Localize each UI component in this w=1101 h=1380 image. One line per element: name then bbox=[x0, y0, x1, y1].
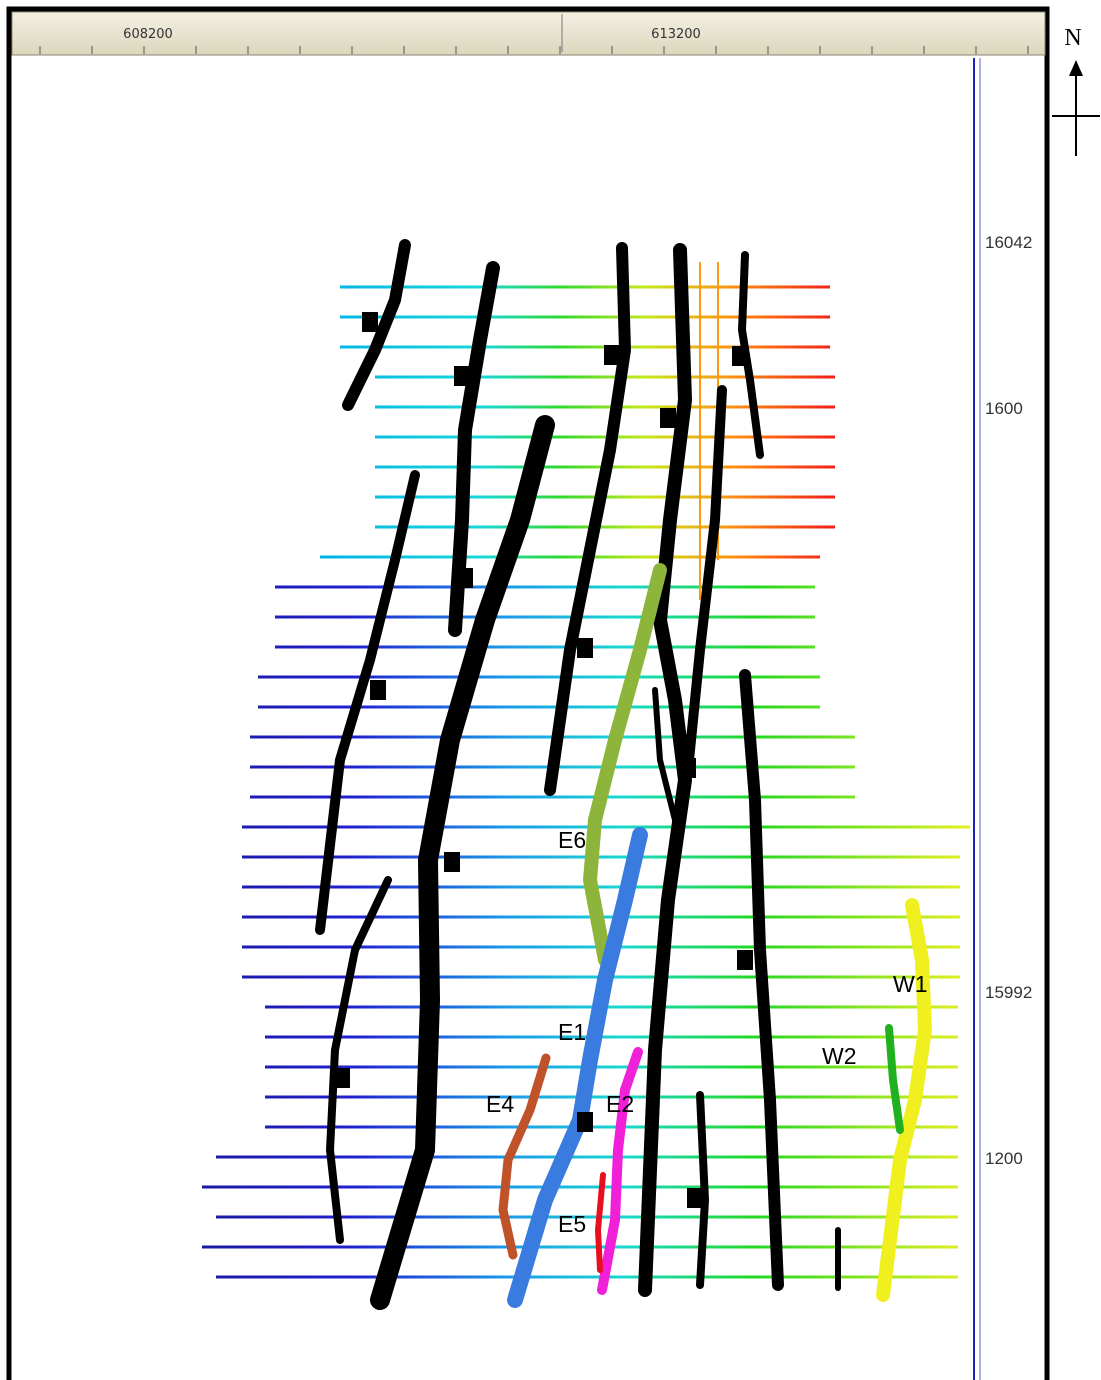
fault-tick bbox=[660, 408, 676, 428]
fault-label: E2 bbox=[606, 1091, 634, 1117]
fault bbox=[597, 1047, 643, 1295]
fault-tick bbox=[454, 366, 470, 386]
fault-label: E1 bbox=[558, 1019, 586, 1045]
fault bbox=[326, 876, 392, 1244]
scale-label: 1600 bbox=[985, 399, 1023, 418]
north-arrowhead bbox=[1069, 60, 1083, 76]
scale-label: 15992 bbox=[985, 983, 1032, 1002]
fault-tick bbox=[370, 680, 386, 700]
fault bbox=[342, 239, 411, 411]
fault-tick bbox=[577, 638, 593, 658]
fault-label: E4 bbox=[486, 1091, 514, 1117]
fault bbox=[595, 1172, 606, 1273]
fault-label: W2 bbox=[822, 1043, 857, 1069]
fault bbox=[876, 898, 932, 1302]
scale-label: 1200 bbox=[985, 1149, 1023, 1168]
fault-tick bbox=[457, 568, 473, 588]
fault-label: E6 bbox=[558, 827, 586, 853]
fault bbox=[583, 563, 667, 967]
fault-tick bbox=[577, 1112, 593, 1132]
fault bbox=[696, 1091, 709, 1289]
fault bbox=[507, 827, 648, 1308]
fault-label: E5 bbox=[558, 1211, 586, 1237]
fault bbox=[315, 470, 420, 935]
faults bbox=[315, 239, 932, 1310]
fault bbox=[739, 669, 784, 1291]
north-label: N bbox=[1064, 25, 1081, 51]
fault-tick bbox=[362, 312, 378, 332]
fault bbox=[652, 687, 678, 823]
fault bbox=[683, 385, 727, 775]
fault-tick bbox=[444, 852, 460, 872]
fault-label: W1 bbox=[893, 971, 928, 997]
fault-tick bbox=[687, 1188, 703, 1208]
frame bbox=[6, 6, 1050, 1380]
fault bbox=[448, 261, 500, 637]
fault-tick bbox=[680, 758, 696, 778]
fault bbox=[544, 242, 631, 796]
ruler bbox=[11, 11, 1046, 56]
scale-label: 16042 bbox=[985, 233, 1032, 252]
ruler-label: 613200 bbox=[651, 27, 701, 42]
fault-tick bbox=[737, 950, 753, 970]
fault bbox=[370, 415, 555, 1310]
fault-tick bbox=[604, 345, 620, 365]
fault-tick bbox=[732, 346, 748, 366]
fault bbox=[638, 243, 692, 1297]
fault-tick bbox=[334, 1068, 350, 1088]
ruler-label: 608200 bbox=[123, 27, 173, 42]
fault bbox=[885, 1024, 904, 1134]
fault bbox=[498, 1053, 551, 1260]
